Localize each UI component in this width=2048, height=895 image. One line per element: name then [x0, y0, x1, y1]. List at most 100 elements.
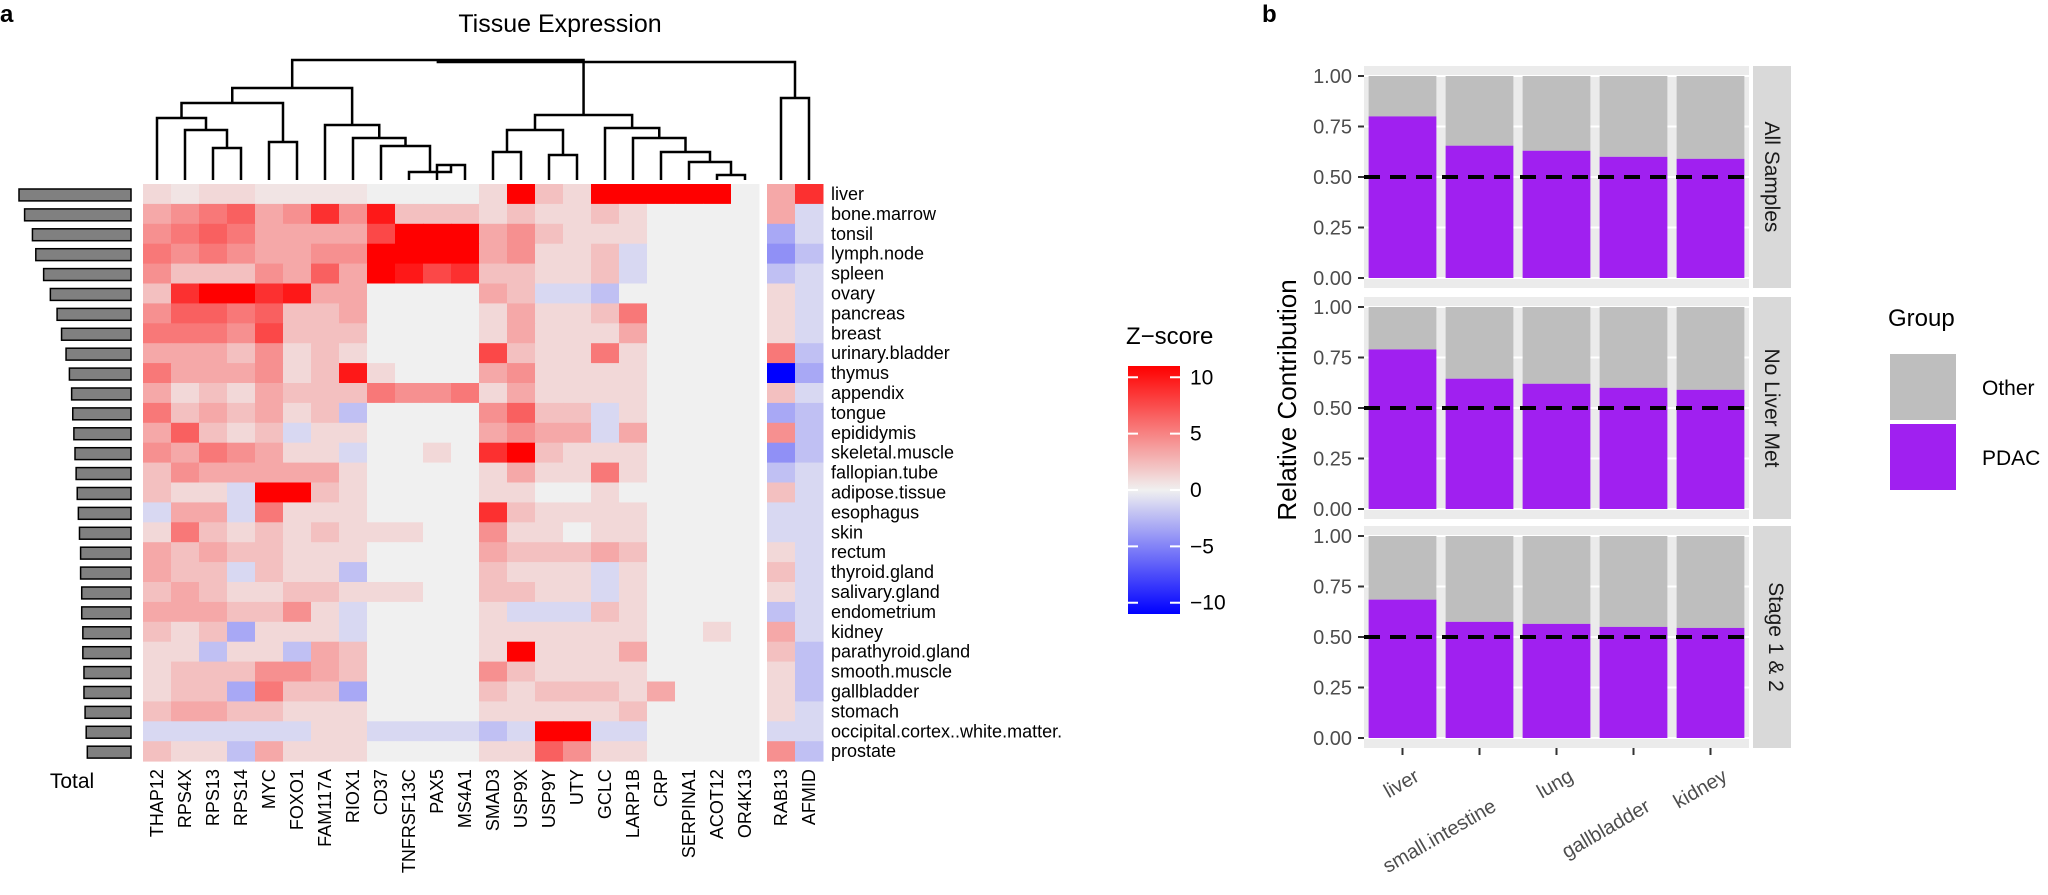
heatmap-cell — [395, 323, 424, 344]
heatmap-cell — [311, 442, 340, 464]
heatmap-cell — [423, 701, 452, 722]
heatmap-cell — [171, 422, 200, 444]
heatmap-cell — [171, 502, 200, 523]
heatmap-cell — [795, 522, 824, 543]
heatmap-cell — [675, 263, 704, 284]
dendrogram-branch — [231, 86, 354, 125]
column-label: PAX5 — [427, 769, 447, 814]
facet-strip-label: All Samples — [1760, 122, 1783, 233]
bar-other — [1522, 307, 1591, 384]
y-tick-label: 0.75 — [1313, 577, 1352, 599]
heatmap-cell — [283, 701, 312, 722]
row-totals-bars — [18, 188, 132, 759]
heatmap-cell — [647, 402, 676, 424]
heatmap-cell — [143, 542, 172, 563]
row-total-bar — [68, 367, 132, 381]
heatmap-cell — [395, 522, 424, 543]
heatmap-cell — [171, 482, 200, 503]
dendrogram-branch — [436, 60, 797, 98]
bar-pdac — [1676, 627, 1745, 738]
heatmap-cell — [367, 641, 396, 663]
row-label: smooth.muscle — [831, 662, 952, 682]
heatmap-cell — [199, 502, 228, 523]
heatmap-cell — [767, 303, 796, 324]
heatmap-cell — [767, 363, 796, 384]
heatmap-cell — [255, 701, 284, 722]
heatmap-cell — [535, 482, 564, 503]
row-total-bar — [65, 347, 132, 361]
heatmap-cell — [311, 283, 340, 304]
row-total-bar — [82, 626, 132, 640]
heatmap-cell — [767, 641, 796, 663]
heatmap-cell — [451, 621, 480, 643]
heatmap-cell — [563, 661, 592, 682]
heatmap-cell — [507, 582, 536, 603]
heatmap-cell — [423, 582, 452, 603]
heatmap-cell — [283, 562, 312, 583]
heatmap-cell — [619, 562, 648, 583]
heatmap-cell — [731, 383, 760, 404]
heatmap-cell — [143, 422, 172, 444]
heatmap-cell — [535, 502, 564, 523]
heatmap-cell — [171, 383, 200, 404]
heatmap-cell — [367, 263, 396, 284]
heatmap-cell — [647, 323, 676, 344]
heatmap-cell — [451, 502, 480, 523]
dendrogram-branch — [779, 96, 811, 180]
heatmap-cell — [535, 343, 564, 364]
heatmap-cell — [479, 422, 508, 444]
zscore-tick-label: −10 — [1190, 592, 1226, 615]
heatmap-cell — [507, 721, 536, 742]
row-total-bar — [75, 466, 132, 481]
heatmap-cell — [703, 462, 732, 483]
heatmap-cell — [283, 482, 312, 503]
heatmap-cell — [311, 223, 340, 245]
heatmap-cell — [171, 402, 200, 424]
heatmap-cell — [479, 283, 508, 304]
heatmap-cell — [479, 223, 508, 245]
heatmap-cell — [255, 303, 284, 324]
heatmap-cell — [227, 681, 256, 702]
heatmap-cell — [675, 741, 704, 762]
heatmap-cell — [535, 383, 564, 404]
heatmap-cell — [563, 741, 592, 762]
group-legend: Group Other PDAC — [1888, 305, 2040, 490]
bar-pdac — [1599, 156, 1668, 278]
heatmap-cell — [507, 502, 536, 523]
heatmap-cell — [451, 243, 480, 265]
heatmap-cell — [767, 462, 796, 483]
heatmap-cell — [451, 741, 480, 762]
heatmap-cell — [507, 701, 536, 722]
heatmap-cell — [199, 462, 228, 483]
heatmap-cell — [283, 621, 312, 643]
heatmap-cell — [423, 343, 452, 364]
facet-strip — [1753, 526, 1791, 748]
heatmap-cell — [731, 641, 760, 663]
heatmap-cell — [767, 442, 796, 464]
heatmap-cell — [731, 721, 760, 742]
heatmap-cell — [311, 542, 340, 563]
heatmap-cell — [199, 243, 228, 265]
heatmap-cell — [143, 641, 172, 663]
heatmap-cell — [143, 601, 172, 623]
heatmap-cell — [199, 323, 228, 344]
heatmap-cell — [767, 203, 796, 225]
heatmap-cell — [795, 383, 824, 404]
heatmap-cell — [619, 303, 648, 324]
heatmap-cell — [703, 601, 732, 623]
heatmap-cell — [199, 442, 228, 464]
heatmap-cell — [675, 223, 704, 245]
heatmap-cell — [507, 741, 536, 762]
bar-other — [1599, 536, 1668, 627]
heatmap-cell — [795, 542, 824, 563]
heatmap-cell — [395, 661, 424, 682]
row-total-bar — [70, 387, 132, 401]
row-total-bar — [78, 526, 132, 540]
bar-pdac — [1445, 378, 1514, 509]
heatmap-cell — [535, 422, 564, 444]
heatmap-cell — [199, 661, 228, 682]
y-tick-label: 0.00 — [1313, 499, 1352, 521]
heatmap-cell — [283, 641, 312, 663]
heatmap-cell — [535, 184, 564, 205]
heatmap-cell — [283, 263, 312, 284]
